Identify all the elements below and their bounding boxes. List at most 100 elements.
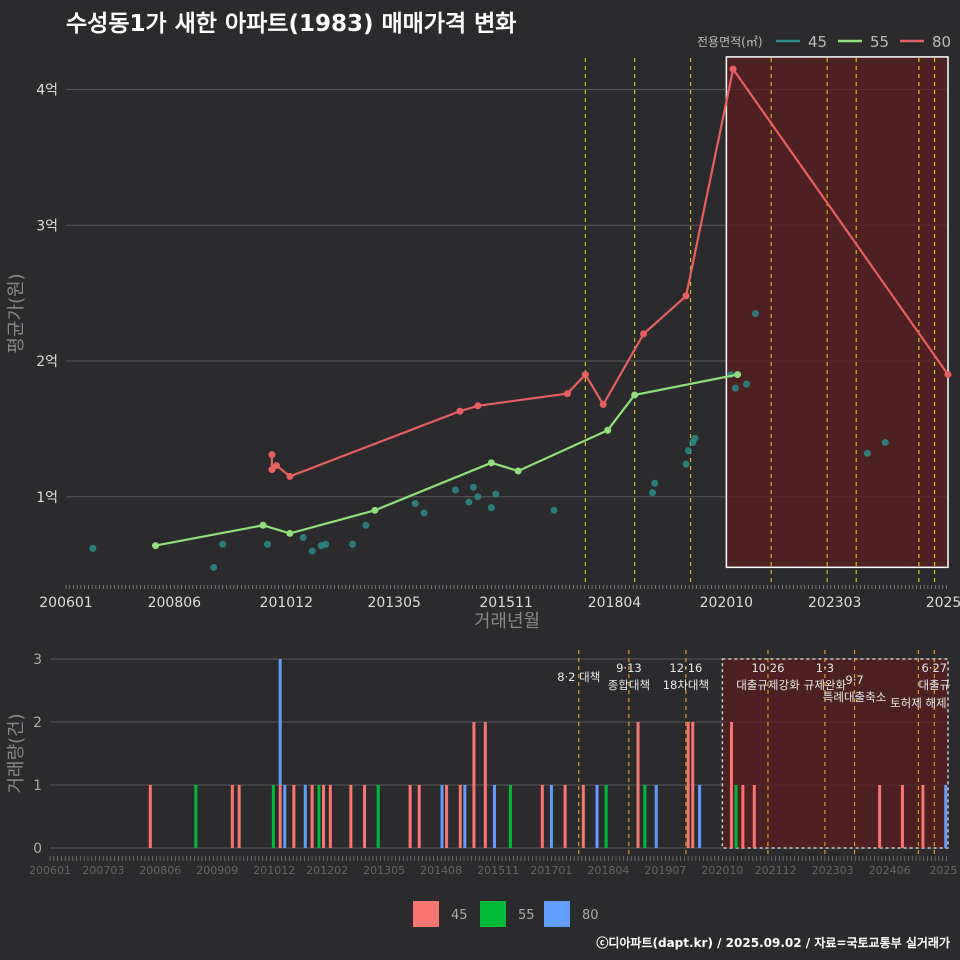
data-point-45 — [210, 563, 218, 571]
data-point-80 — [682, 292, 690, 300]
data-point-45 — [219, 540, 227, 548]
data-point-45 — [469, 483, 477, 491]
data-point-55 — [259, 521, 267, 529]
policy-annotation: 종합대책 — [608, 678, 650, 692]
bar-s80 — [303, 785, 307, 848]
bar-s45 — [322, 785, 326, 848]
bar-x-tick-label: 201305 — [363, 864, 405, 877]
bar-s55 — [604, 785, 608, 848]
x-tick-label: 202303 — [808, 595, 861, 611]
data-point-45 — [452, 486, 460, 494]
bar-s80 — [278, 659, 282, 785]
bar-s45 — [408, 785, 412, 848]
bar-s80 — [654, 785, 658, 848]
x-tick-label: 201511 — [479, 595, 532, 611]
bar-s45 — [540, 785, 544, 848]
data-point-80 — [944, 371, 952, 379]
x-tick-label: 2025 — [926, 595, 960, 611]
bar-s45 — [741, 785, 745, 848]
bar-s45 — [636, 722, 640, 848]
policy-annotation: 특례대출축소 — [823, 690, 886, 704]
data-point-45 — [362, 521, 370, 529]
bar-s45 — [417, 785, 421, 848]
bar-x-tick-label: 201701 — [530, 864, 572, 877]
bar-s55 — [271, 785, 275, 848]
bar-s45 — [148, 785, 152, 848]
bar-s45 — [363, 785, 367, 848]
data-point-45 — [308, 547, 316, 555]
bar-x-tick-label: 201804 — [587, 864, 629, 877]
data-point-80 — [581, 371, 589, 379]
bar-s45 — [752, 785, 756, 848]
bar-s55 — [734, 785, 738, 848]
bar-s45 — [237, 785, 241, 848]
data-point-45 — [651, 479, 659, 487]
bar-s45 — [691, 722, 695, 848]
legend-label-45: 45 — [808, 33, 827, 51]
bar-x-tick-label: 200703 — [82, 864, 124, 877]
bar-y-tick-label: 2 — [33, 715, 42, 731]
data-point-55 — [371, 506, 379, 514]
bar-x-tick-label: 202406 — [869, 864, 911, 877]
x-tick-label: 201305 — [367, 595, 420, 611]
policy-annotation: 1·3 — [816, 661, 834, 675]
bar-legend-swatch-55 — [480, 901, 506, 927]
bar-x-tick-label: 200909 — [196, 864, 238, 877]
data-point-80 — [599, 400, 607, 408]
data-point-55 — [734, 371, 742, 379]
bar-x-tick-label: 202010 — [701, 864, 743, 877]
bar-s55 — [508, 785, 512, 848]
data-point-80 — [729, 65, 737, 73]
highlight-box — [725, 56, 949, 569]
bar-s45 — [900, 785, 904, 848]
data-point-45 — [299, 533, 307, 541]
bar-x-tick-label: 2025 — [929, 864, 957, 877]
bar-s80 — [595, 785, 599, 848]
policy-annotation: 토허제 해제 — [890, 696, 947, 710]
policy-annotation: 규제완화 — [804, 678, 847, 692]
credit-text: ⓒ디아파트(dapt.kr) / 2025.09.02 / 자료=국토교통부 실… — [596, 936, 950, 950]
bar-legend-label-55: 55 — [518, 908, 535, 923]
data-point-45 — [682, 460, 690, 468]
bar-s55 — [376, 785, 380, 848]
data-point-45 — [411, 500, 419, 508]
bar-s45 — [349, 785, 353, 848]
bar-x-tick-label: 201408 — [420, 864, 462, 877]
policy-annotation: 6·27 — [922, 661, 948, 675]
bar-s45 — [230, 785, 234, 848]
y-tick-label: 4억 — [36, 83, 58, 99]
data-point-45 — [691, 434, 699, 442]
data-point-45 — [487, 504, 495, 512]
data-point-45 — [684, 447, 692, 455]
data-point-55 — [631, 391, 639, 399]
bar-s55 — [194, 785, 198, 848]
data-point-45 — [420, 509, 428, 517]
bar-x-tick-label: 201511 — [477, 864, 519, 877]
bar-y-tick-label: 3 — [33, 652, 42, 668]
bar-s80 — [440, 785, 444, 848]
data-point-45 — [263, 540, 271, 548]
data-point-80 — [563, 390, 571, 398]
data-point-45 — [474, 493, 482, 501]
bar-s45 — [921, 785, 925, 848]
bar-s45 — [729, 722, 733, 848]
x-tick-label: 200806 — [148, 595, 202, 611]
bar-s55 — [317, 785, 321, 848]
data-point-45 — [492, 490, 500, 498]
data-point-45 — [349, 540, 357, 548]
bar-legend-label-45: 45 — [451, 908, 468, 923]
x-tick-label: 201804 — [588, 595, 642, 611]
data-point-45 — [550, 506, 558, 514]
legend-label-55: 55 — [870, 33, 889, 51]
bar-s45 — [310, 785, 314, 848]
x-tick-label: 201012 — [260, 595, 313, 611]
legend-title: 전용면적(㎡) — [697, 35, 763, 49]
bar-y-tick-label: 0 — [33, 841, 42, 857]
bar-s45 — [483, 722, 487, 848]
bar-x-tick-label: 200806 — [139, 864, 181, 877]
data-point-80 — [456, 407, 464, 415]
data-point-55 — [514, 467, 522, 475]
data-point-45 — [881, 438, 889, 446]
data-point-55 — [152, 542, 160, 550]
